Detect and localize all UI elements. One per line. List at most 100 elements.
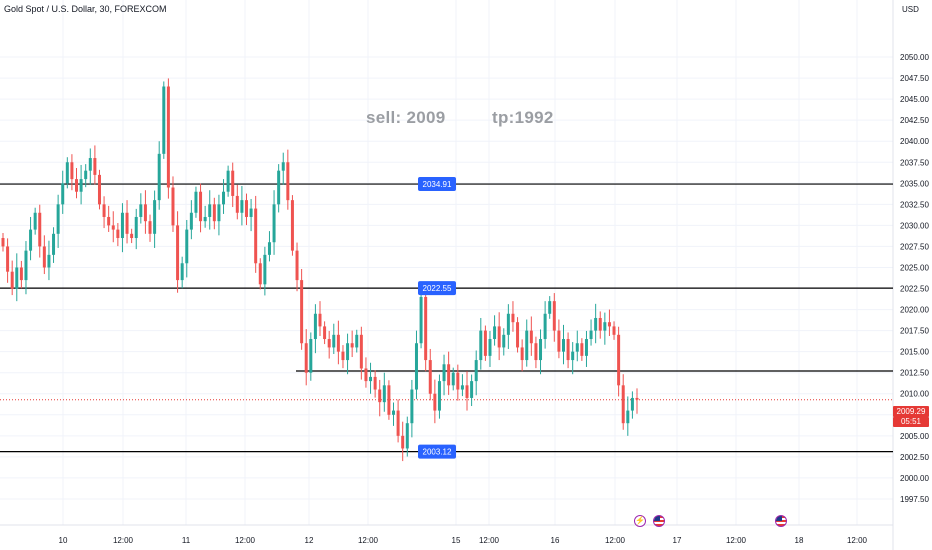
x-tick-label: 12 (305, 536, 314, 545)
candle-body (341, 351, 345, 361)
candle-body (166, 86, 170, 188)
candle-body (88, 158, 92, 171)
currency-label[interactable]: USD (902, 5, 919, 14)
level-tag[interactable] (418, 177, 456, 192)
candle-body (424, 296, 428, 361)
candle-body (222, 191, 226, 205)
tp-annotation[interactable]: tp:1992 (492, 108, 554, 127)
y-tick-label: 2020.00 (900, 306, 929, 315)
x-tick-label: 12:00 (235, 536, 256, 545)
candle-body (451, 372, 455, 386)
lightning-event-icon[interactable]: ⚡ (634, 515, 646, 527)
y-tick-label: 2010.00 (900, 390, 929, 399)
x-tick-label: 18 (795, 536, 804, 545)
candle-body (621, 385, 625, 424)
candle-body (539, 339, 543, 361)
candle-body (240, 200, 244, 213)
countdown-tag: 05:51 (893, 417, 929, 427)
candle-body (208, 204, 212, 217)
candle-body (56, 204, 60, 234)
level-tag[interactable] (418, 444, 456, 459)
candle-body (603, 322, 607, 331)
y-tick-label: 2035.00 (900, 179, 929, 188)
candle-body (65, 162, 69, 184)
level-tag-label: 2022.55 (423, 284, 452, 293)
x-tick-label: 12:00 (113, 536, 134, 545)
candle-body (116, 229, 120, 239)
x-tick-label: 12:00 (358, 536, 379, 545)
candle-body (442, 364, 446, 382)
x-tick-label: 16 (551, 536, 560, 545)
y-tick-label: 2042.50 (900, 116, 929, 125)
symbol-title[interactable]: Gold Spot / U.S. Dollar, 30, FOREXCOM (4, 4, 167, 14)
candle-body (300, 280, 304, 344)
candle-body (226, 170, 230, 192)
y-tick-label: 2005.00 (900, 432, 929, 441)
y-tick-label: 1997.50 (900, 495, 929, 504)
candle-body (235, 195, 239, 213)
candle-body (584, 339, 588, 356)
candle-body (318, 313, 322, 327)
candle-body (355, 334, 359, 348)
candle-body (561, 339, 565, 352)
candle-body (470, 381, 474, 398)
level-tags[interactable]: 2034.91 2022.55 2003.12 (418, 177, 456, 459)
x-tick-label: 12:00 (847, 536, 868, 545)
candle-body (437, 381, 441, 411)
tick-labels: 1997.502000.002002.502005.002007.502010.… (59, 53, 930, 545)
candle-body (566, 339, 570, 361)
candle-body (107, 216, 111, 226)
candle-body (176, 225, 180, 281)
candle-body (543, 313, 547, 340)
candle-body (281, 162, 285, 171)
candle-body (52, 233, 56, 255)
candle-body (483, 330, 487, 356)
y-tick-label: 2022.50 (900, 285, 929, 294)
us-flag-event-icon[interactable] (653, 515, 665, 527)
candle-body (38, 212, 42, 247)
candle-body (29, 229, 33, 251)
y-tick-label: 2050.00 (900, 53, 929, 62)
candle-body (33, 212, 37, 230)
candle-body (465, 385, 469, 398)
candle-body (373, 376, 377, 390)
candle-body (231, 170, 235, 196)
candle-body (10, 271, 14, 289)
candle-body (102, 204, 106, 217)
candle-body (529, 330, 533, 344)
y-tick-label: 2045.00 (900, 95, 929, 104)
candle-body (580, 343, 584, 356)
candle-body (557, 330, 561, 352)
candle-body (552, 301, 556, 331)
candle-body (254, 208, 258, 264)
candle-body (369, 376, 373, 382)
candle-body (134, 216, 138, 239)
candle-body (1, 238, 5, 247)
candle-body (414, 343, 418, 390)
candle-body (433, 393, 437, 411)
sell-annotation[interactable]: sell: 2009 (366, 108, 446, 127)
candle-body (502, 334, 506, 348)
y-tick-label: 2032.50 (900, 200, 929, 209)
axes (0, 0, 894, 550)
x-tick-label: 10 (59, 536, 68, 545)
candle-body (474, 360, 478, 382)
candle-body (617, 334, 621, 386)
candle-body (405, 423, 409, 449)
y-tick-label: 2025.00 (900, 263, 929, 272)
horizontal-levels[interactable] (0, 183, 893, 453)
candle-body (249, 208, 253, 217)
candle-body (79, 179, 83, 192)
candle-body (258, 263, 262, 285)
candle-body (511, 313, 515, 323)
us-flag-event-icon[interactable] (775, 515, 787, 527)
candle-body (612, 326, 616, 335)
level-tag[interactable] (418, 281, 456, 296)
candle-body (19, 267, 23, 281)
x-tick-label: 17 (673, 536, 682, 545)
candle-body (635, 397, 639, 400)
candle-body (520, 347, 524, 361)
y-tick-label: 2037.50 (900, 158, 929, 167)
candle-body (148, 221, 152, 234)
